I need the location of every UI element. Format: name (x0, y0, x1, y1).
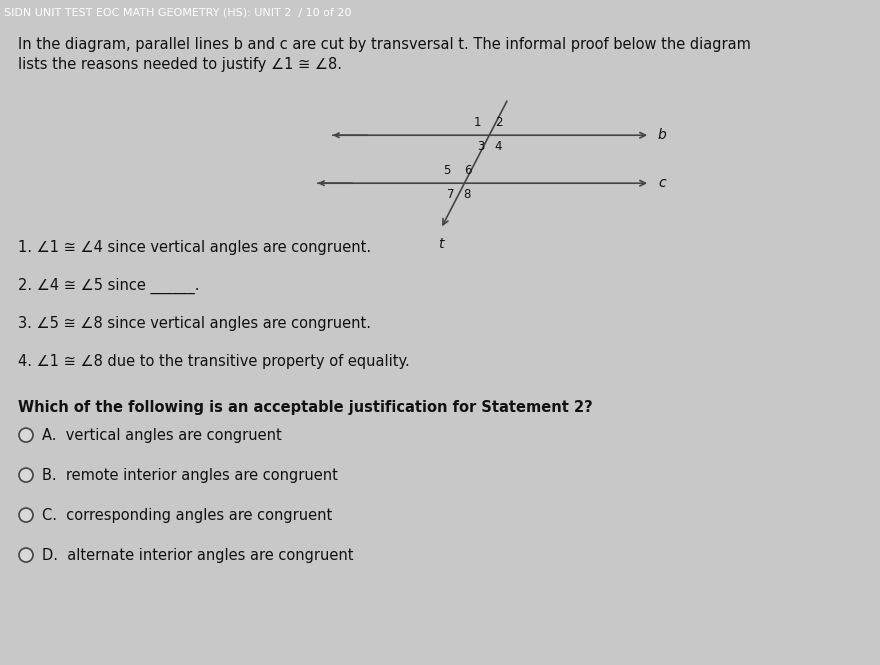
Text: 3: 3 (478, 140, 485, 153)
Text: 4. ∠1 ≅ ∠8 due to the transitive property of equality.: 4. ∠1 ≅ ∠8 due to the transitive propert… (18, 354, 410, 369)
Text: lists the reasons needed to justify ∠1 ≅ ∠8.: lists the reasons needed to justify ∠1 ≅… (18, 57, 342, 72)
Text: D.  alternate interior angles are congruent: D. alternate interior angles are congrue… (42, 547, 354, 563)
Text: 8: 8 (463, 188, 471, 201)
Text: 2. ∠4 ≅ ∠5 since ______.: 2. ∠4 ≅ ∠5 since ______. (18, 278, 200, 295)
Circle shape (19, 428, 33, 442)
Text: 4: 4 (494, 140, 502, 153)
Text: 1. ∠1 ≅ ∠4 since vertical angles are congruent.: 1. ∠1 ≅ ∠4 since vertical angles are con… (18, 240, 371, 255)
Text: 7: 7 (446, 188, 454, 201)
Circle shape (19, 508, 33, 522)
Text: t: t (438, 237, 444, 251)
Circle shape (19, 548, 33, 562)
Text: A.  vertical angles are congruent: A. vertical angles are congruent (42, 428, 282, 443)
Text: 3. ∠5 ≅ ∠8 since vertical angles are congruent.: 3. ∠5 ≅ ∠8 since vertical angles are con… (18, 316, 371, 331)
Text: 6: 6 (464, 164, 472, 177)
Circle shape (19, 468, 33, 482)
Text: In the diagram, parallel lines b and c are cut by transversal t. The informal pr: In the diagram, parallel lines b and c a… (18, 37, 751, 53)
Text: 1: 1 (473, 116, 481, 129)
Text: b: b (658, 128, 667, 142)
Text: c: c (658, 176, 665, 190)
Text: 5: 5 (443, 164, 450, 177)
Text: 2: 2 (495, 116, 502, 129)
Text: B.  remote interior angles are congruent: B. remote interior angles are congruent (42, 467, 338, 483)
Text: C.  corresponding angles are congruent: C. corresponding angles are congruent (42, 507, 333, 523)
Text: Which of the following is an acceptable justification for Statement 2?: Which of the following is an acceptable … (18, 400, 593, 415)
Text: SIDN UNIT TEST EOC MATH GEOMETRY (HS): UNIT 2  / 10 of 20: SIDN UNIT TEST EOC MATH GEOMETRY (HS): U… (4, 7, 352, 18)
